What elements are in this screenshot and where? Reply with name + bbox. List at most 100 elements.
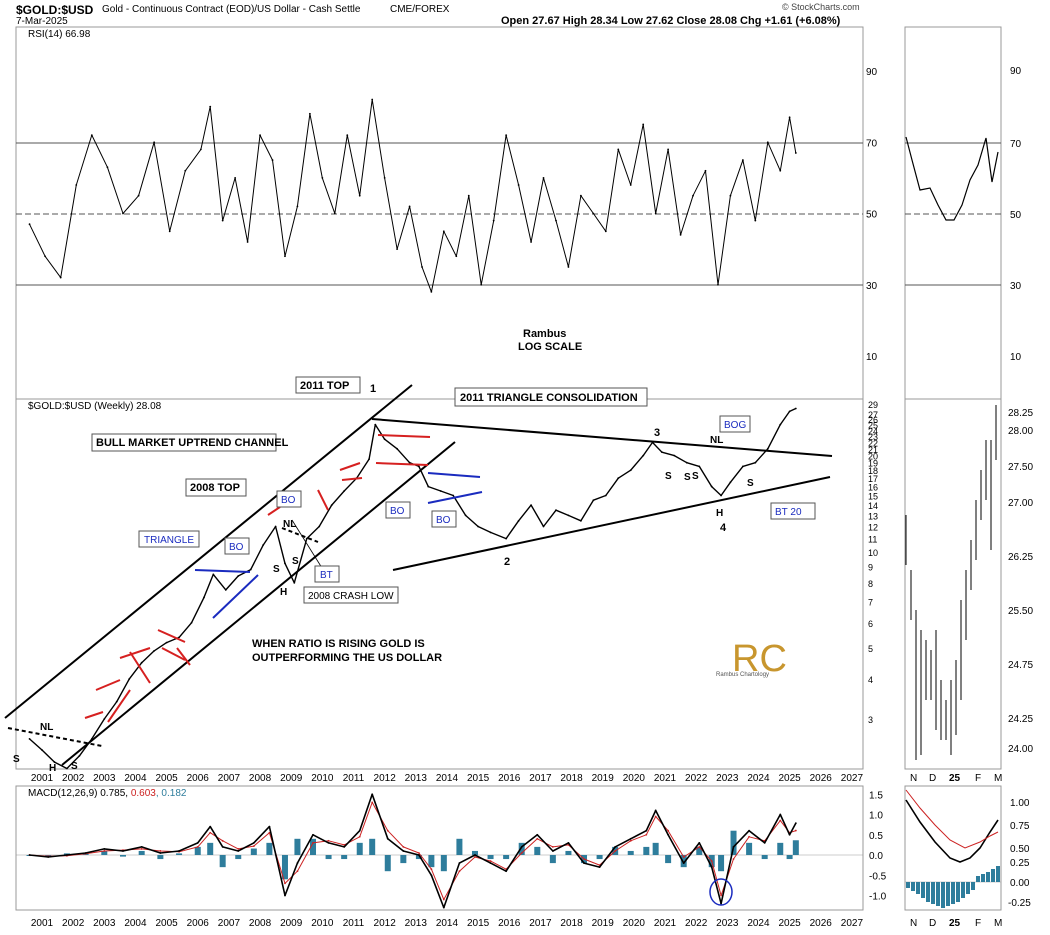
annotation-uptrend-channel: BULL MARKET UPTREND CHANNEL [96, 437, 289, 449]
macd-line-point [489, 862, 492, 864]
macd-histogram-bar [652, 842, 659, 855]
macd-signal-line-point [196, 846, 199, 848]
rsi-line-point [284, 255, 286, 258]
macd-x-tick-label: 2016 [498, 918, 521, 929]
macd-histogram-bar [400, 855, 407, 864]
macd-histogram-bar [665, 855, 672, 864]
rsi-line-point [654, 212, 657, 215]
rsi-reference-lines [16, 142, 1001, 286]
price-y-tick-label: 21 [868, 445, 878, 455]
macd-x-tick-label: 2023 [716, 918, 739, 929]
inset-month-f: F [975, 773, 981, 784]
macd-line-point [312, 833, 314, 836]
macd-x-tick-label: 2001 [31, 918, 54, 929]
annotation-crash-low: 2008 CRASH LOW [308, 591, 394, 602]
price-x-tick-label: 2010 [311, 773, 334, 784]
macd-histogram-bar [281, 855, 288, 880]
inset-month-25: 25 [949, 773, 961, 784]
annotation-bo-2008: BO [281, 495, 296, 506]
macd-signal-line-point [667, 829, 670, 832]
price-line-point [330, 504, 333, 507]
macd-line-point [103, 848, 106, 850]
price-line-point [224, 589, 227, 591]
macd-histogram-bar [627, 850, 634, 855]
rsi-line-point [184, 169, 187, 172]
macd-line-point [520, 846, 523, 848]
price-x-tick-label: 2013 [405, 773, 428, 784]
annotation-s-2020: S [665, 471, 672, 482]
macd-line-point [252, 841, 255, 844]
price-line-point [710, 485, 713, 488]
rsi-line-point [168, 230, 171, 233]
inset-price-tick: 27.50 [1008, 462, 1033, 473]
inset-macd-histogram [906, 866, 1000, 908]
rsi-line-point [717, 283, 719, 286]
macd-line-point [654, 809, 657, 812]
inset-price-tick: 25.50 [1008, 606, 1033, 617]
macd-x-tick-label: 2024 [747, 918, 770, 929]
macd-histogram-bar [730, 830, 737, 855]
triangle-lower-line [392, 476, 831, 571]
annotation-2011-top-number: 1 [370, 383, 376, 395]
header-date: 7-Mar-2025 [16, 16, 68, 27]
macd-x-tick-label: 2009 [280, 918, 303, 929]
rsi-line-point [383, 176, 386, 179]
macd-line-point [698, 841, 701, 844]
macd-y-tick-label: 1.0 [869, 811, 883, 822]
price-line-point [604, 494, 607, 497]
price-line-point [103, 718, 106, 720]
macd-x-tick-label: 2006 [187, 918, 210, 929]
price-line-point [249, 568, 252, 571]
inset-rsi-tick-90: 90 [1010, 66, 1022, 77]
macd-x-tick-label: 2002 [62, 918, 85, 929]
rsi-line-point [308, 112, 311, 115]
macd-line-point [794, 822, 797, 825]
rsi-line-point [199, 148, 202, 151]
price-panel-label: $GOLD:$USD (Weekly) 28.08 [28, 401, 162, 412]
price-x-tick-label: 2005 [155, 773, 178, 784]
macd-signal-line-point [645, 833, 648, 836]
macd-line-point [442, 906, 445, 909]
channel-lower-line [61, 441, 456, 766]
price-line-point [794, 407, 797, 410]
macd-line-point [667, 833, 670, 836]
price-line-point [66, 767, 68, 770]
macd-histogram-bar [503, 855, 510, 860]
rsi-line-point [667, 148, 670, 151]
price-line-point [729, 481, 732, 484]
inset-rsi-tick-70: 70 [1010, 139, 1022, 150]
rsi-line-point [592, 212, 595, 215]
price-line-point [28, 737, 31, 740]
price-x-tick-label: 2018 [560, 773, 583, 784]
macd-line-point [122, 850, 124, 852]
macd-signal-line-point [327, 839, 330, 842]
macd-histogram-bar [325, 855, 332, 860]
header-exchange: CME/FOREX [390, 4, 450, 15]
price-line-point [673, 454, 676, 457]
price-line-point [190, 621, 193, 624]
macd-y-tick-label: 1.5 [869, 790, 883, 801]
macd-signal-line-point [682, 856, 685, 858]
rsi-line-point [788, 116, 791, 119]
macd-line-point [358, 829, 361, 832]
macd-x-tick-label: 2003 [93, 918, 116, 929]
price-x-tick-label: 2007 [218, 773, 241, 784]
inset-macd-tick: 0.50 [1010, 844, 1030, 855]
macd-signal-line-point [430, 868, 433, 871]
price-x-tick-label: 2006 [187, 773, 210, 784]
annotation-s-2023: S [747, 478, 754, 489]
macd-line-point [418, 854, 420, 856]
inset-price-tick: 24.00 [1008, 744, 1033, 755]
rsi-line-point [692, 194, 694, 197]
macd-line-point [458, 862, 461, 864]
price-line-point [318, 525, 321, 528]
macd-signal-line-point [442, 898, 445, 901]
macd-line-point [732, 846, 735, 848]
macd-x-tick-label: 2010 [311, 918, 334, 929]
macd-line-point [779, 813, 782, 816]
price-x-tick-label: 2024 [747, 773, 770, 784]
macd-histogram-bar [440, 855, 447, 872]
macd-histogram-bar [119, 855, 126, 857]
price-line-point [153, 649, 156, 652]
